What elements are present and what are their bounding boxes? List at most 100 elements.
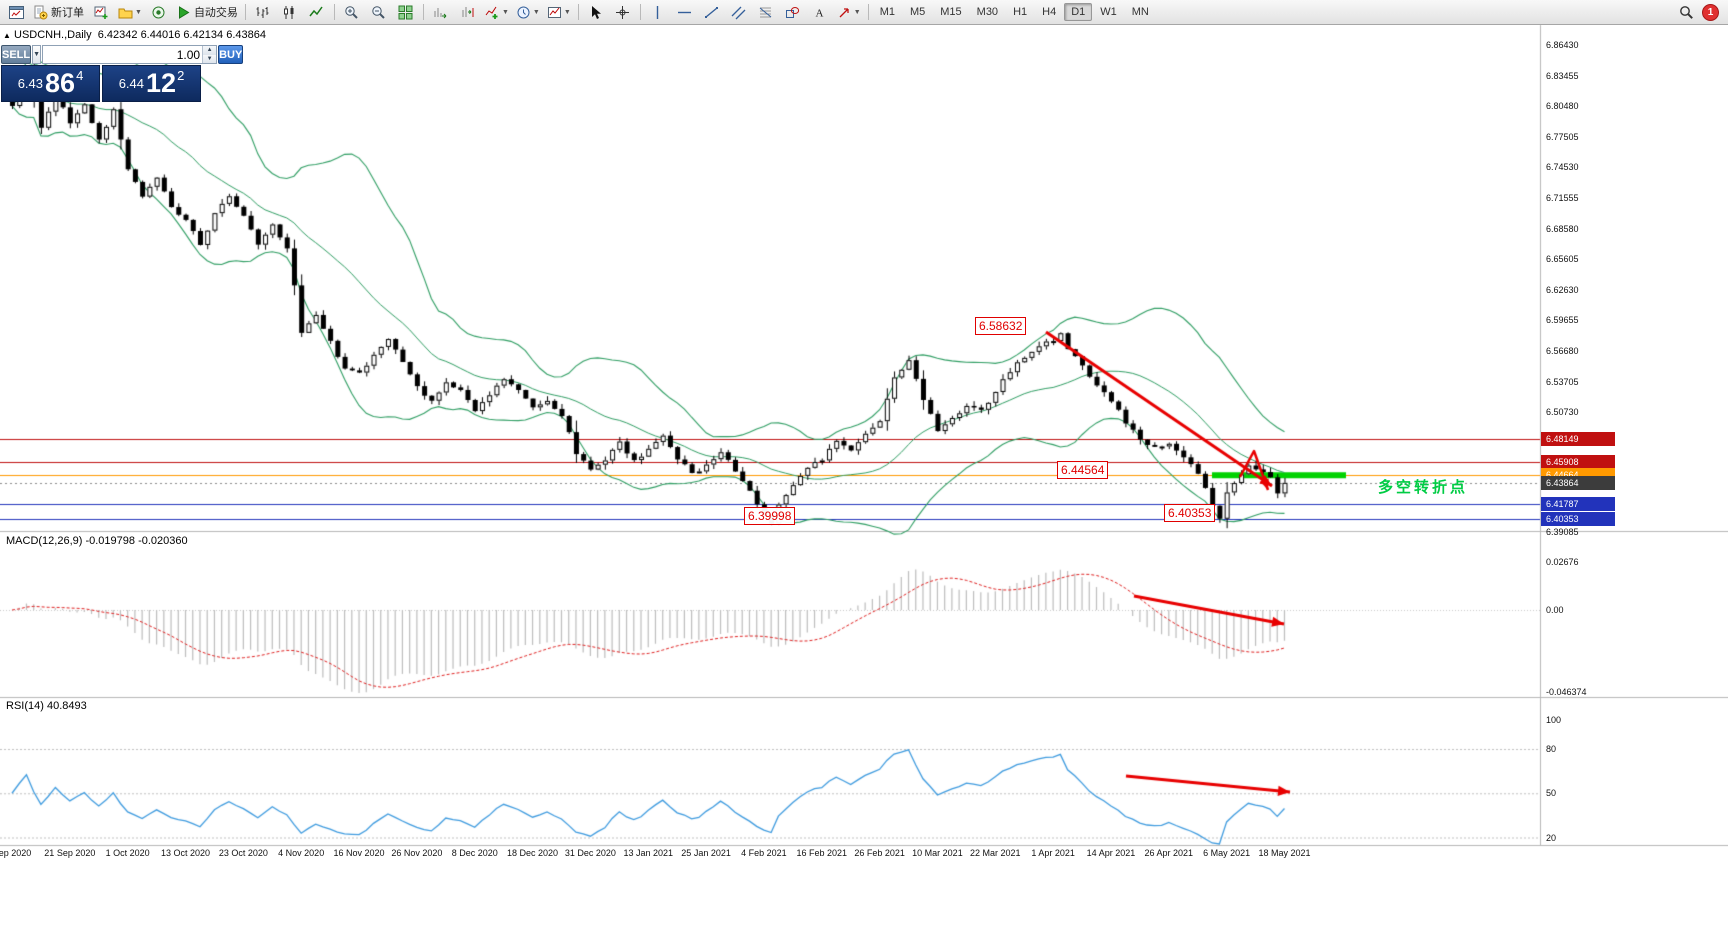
horizontal-line-icon[interactable] bbox=[672, 1, 698, 23]
arrow-dropdown-icon[interactable]: ▼ bbox=[853, 8, 861, 16]
date-tick: 16 Feb 2021 bbox=[796, 848, 848, 858]
volume-stepper: ▲ ▼ bbox=[202, 46, 217, 63]
zoom-out-icon[interactable] bbox=[366, 1, 392, 23]
price-line-badge: 6.45908 bbox=[1541, 454, 1615, 469]
price-tick: 6.86430 bbox=[1546, 40, 1579, 50]
auto-scroll-icon[interactable] bbox=[428, 1, 454, 23]
crosshair-icon[interactable] bbox=[610, 1, 636, 23]
templates-dropdown-icon[interactable]: ▼ bbox=[563, 8, 571, 16]
volume-increase-icon[interactable]: ▲ bbox=[203, 46, 217, 55]
price-annotation[interactable]: 6.44564 bbox=[1057, 461, 1109, 479]
toolbar-separator bbox=[639, 4, 641, 20]
date-tick: 13 Oct 2020 bbox=[160, 848, 211, 858]
buy-price-point: 2 bbox=[177, 68, 185, 83]
indicators-dropdown-icon[interactable]: ▼ bbox=[501, 8, 509, 16]
date-tick: 14 Apr 2021 bbox=[1086, 848, 1136, 858]
rsi-tick: 20 bbox=[1546, 832, 1557, 843]
chart-window-icon[interactable] bbox=[3, 1, 29, 23]
volume-field: ▲ ▼ bbox=[42, 45, 218, 64]
date-tick: 4 Nov 2020 bbox=[278, 848, 325, 858]
volume-input[interactable] bbox=[43, 46, 203, 63]
timeframe-h1[interactable]: H1 bbox=[1013, 6, 1028, 18]
buy-price-prefix: 6.44 bbox=[118, 76, 145, 91]
date-tick: 13 Jan 2021 bbox=[623, 848, 674, 858]
bar-chart-icon[interactable] bbox=[250, 1, 276, 23]
macd-tick: 0.00 bbox=[1546, 605, 1564, 615]
price-annotation[interactable]: 6.39998 bbox=[744, 507, 796, 525]
periods-dropdown-icon[interactable]: ▼ bbox=[532, 8, 540, 16]
line-chart-icon[interactable] bbox=[304, 1, 330, 23]
buy-price-pips: 12 bbox=[146, 68, 177, 98]
zoom-in-icon[interactable] bbox=[339, 1, 365, 23]
date-tick: 22 Mar 2021 bbox=[969, 848, 1021, 858]
fibonacci-icon[interactable] bbox=[753, 1, 779, 23]
new-order-button[interactable]: 新订单 bbox=[30, 1, 87, 23]
autotrade-button[interactable]: 自动交易 bbox=[173, 1, 241, 23]
sell-quote[interactable]: 6.43 86 4 bbox=[1, 65, 100, 102]
timeframe-d1[interactable]: D1 bbox=[1064, 3, 1093, 21]
timeframe-m5[interactable]: M5 bbox=[909, 6, 926, 18]
market-watch-icon[interactable] bbox=[146, 1, 172, 23]
profiles-icon[interactable]: ▼ bbox=[115, 1, 145, 23]
price-line-badge: 6.41787 bbox=[1541, 497, 1615, 512]
macd-tick: 0.02676 bbox=[1546, 557, 1579, 568]
text-label-icon[interactable]: A bbox=[807, 1, 833, 23]
arrow-object-icon[interactable]: ▼ bbox=[834, 1, 864, 23]
toolbar-separator bbox=[244, 4, 246, 20]
timeframe-h4[interactable]: H4 bbox=[1042, 6, 1057, 18]
price-tick: 6.83455 bbox=[1546, 70, 1579, 81]
timeframe-group: M1 M5 M15 M30 H1 H4 D1 W1 MN bbox=[873, 3, 1156, 21]
price-tick: 6.56680 bbox=[1546, 346, 1579, 356]
timeframe-mn[interactable]: MN bbox=[1131, 6, 1149, 18]
sell-price-pips: 86 bbox=[45, 68, 76, 98]
toolbar-separator bbox=[422, 4, 424, 20]
sell-price-prefix: 6.43 bbox=[17, 76, 44, 91]
sell-button[interactable]: SELL bbox=[1, 45, 32, 64]
timeframe-m30[interactable]: M30 bbox=[976, 6, 999, 18]
price-line-badge: 6.43864 bbox=[1541, 475, 1615, 490]
timeframe-m15[interactable]: M15 bbox=[940, 6, 962, 18]
new-order-label: 新订单 bbox=[51, 7, 84, 19]
volume-decrease-icon[interactable]: ▼ bbox=[203, 54, 217, 63]
search-icon[interactable] bbox=[1673, 1, 1699, 23]
date-tick: 23 Oct 2020 bbox=[218, 848, 268, 858]
chart-shift-icon[interactable] bbox=[455, 1, 481, 23]
price-tick: 6.39085 bbox=[1546, 527, 1579, 537]
price-annotation[interactable]: 6.58632 bbox=[975, 317, 1027, 335]
equidistant-channel-icon[interactable] bbox=[726, 1, 752, 23]
tile-windows-icon[interactable] bbox=[393, 1, 419, 23]
panel-collapse-icon[interactable]: ▲ bbox=[3, 31, 11, 40]
price-tick: 6.53705 bbox=[1546, 376, 1579, 387]
price-tick: 6.74530 bbox=[1546, 162, 1579, 173]
price-tick: 6.50730 bbox=[1546, 407, 1579, 418]
indicators-icon[interactable]: ▼ bbox=[482, 1, 512, 23]
volume-dropdown-icon[interactable]: ▼ bbox=[32, 45, 42, 64]
price-annotation[interactable]: 6.40353 bbox=[1164, 504, 1216, 522]
cursor-icon[interactable] bbox=[583, 1, 609, 23]
notification-badge[interactable]: 1 bbox=[1702, 3, 1719, 21]
date-tick: 1 Oct 2020 bbox=[105, 848, 150, 858]
vertical-line-icon[interactable] bbox=[645, 1, 671, 23]
timeframe-m1[interactable]: M1 bbox=[879, 6, 895, 18]
buy-button[interactable]: BUY bbox=[218, 45, 244, 64]
turning-point-note[interactable]: 多空转折点 bbox=[1378, 479, 1469, 496]
chart-plus-icon[interactable] bbox=[88, 1, 114, 23]
trendline-icon[interactable] bbox=[699, 1, 725, 23]
candlestick-chart-icon[interactable] bbox=[277, 1, 303, 23]
shapes-icon[interactable] bbox=[780, 1, 806, 23]
date-tick: 18 May 2021 bbox=[1258, 848, 1311, 858]
rsi-tick: 100 bbox=[1546, 714, 1562, 725]
templates-icon[interactable]: ▼ bbox=[544, 1, 574, 23]
macd-tick: -0.046374 bbox=[1546, 687, 1587, 698]
profiles-dropdown-icon[interactable]: ▼ bbox=[135, 8, 142, 16]
buy-quote[interactable]: 6.44 12 2 bbox=[102, 65, 201, 102]
price-tick: 6.59655 bbox=[1546, 315, 1579, 326]
periods-icon[interactable]: ▼ bbox=[513, 1, 543, 23]
toolbar: 新订单 ▼ 自动交易 ▼ ▼ ▼ bbox=[0, 0, 1728, 25]
date-tick: 18 Dec 2020 bbox=[507, 848, 559, 858]
date-tick: 26 Apr 2021 bbox=[1144, 848, 1194, 858]
toolbar-separator bbox=[867, 4, 869, 20]
timeframe-w1[interactable]: W1 bbox=[1100, 6, 1117, 18]
svg-text:A: A bbox=[816, 7, 824, 19]
